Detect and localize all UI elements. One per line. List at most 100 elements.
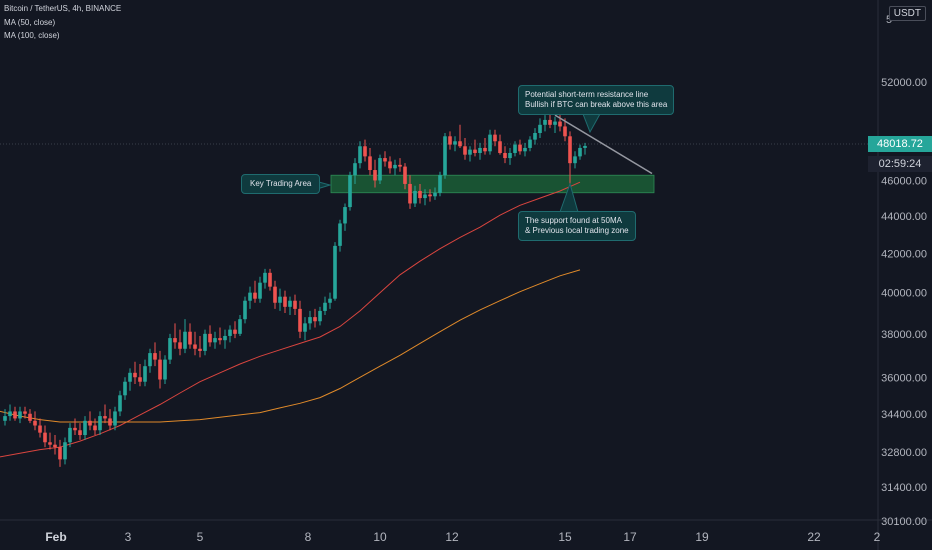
candle-body-up xyxy=(538,124,542,133)
time-tick-label: 15 xyxy=(558,530,572,544)
candle-body-down xyxy=(158,359,162,380)
candle-body-up xyxy=(318,310,322,322)
price-tick-label: 40000.00 xyxy=(881,288,927,300)
trendline-drawings xyxy=(303,113,653,213)
candle-body-down xyxy=(458,141,462,147)
candle-body-down xyxy=(23,411,27,414)
candle-body-down xyxy=(53,444,57,448)
price-tick-label: 38000.00 xyxy=(881,329,927,341)
candle-body-up xyxy=(478,147,482,153)
candle-body-down xyxy=(428,194,432,197)
candle-body-down xyxy=(188,331,192,345)
ma100-legend[interactable]: MA (100, close) xyxy=(4,31,60,40)
support-callout-line-2: & Previous local trading zone xyxy=(525,226,629,235)
candle-body-down xyxy=(403,166,407,184)
candle-body-down xyxy=(448,136,452,145)
time-tick-label: 3 xyxy=(125,530,132,544)
candle-body-down xyxy=(493,134,497,142)
candle-body-down xyxy=(253,292,257,299)
candle-body-up xyxy=(148,353,152,367)
candle-body-up xyxy=(128,372,132,382)
candle-body-down xyxy=(408,183,412,204)
candle-body-up xyxy=(113,411,117,426)
candle-body-up xyxy=(508,152,512,159)
time-tick-label: 19 xyxy=(695,530,709,544)
candle-body-up xyxy=(433,192,437,197)
candle-body-up xyxy=(578,147,582,157)
candle-body-down xyxy=(38,425,42,433)
candle-body-up xyxy=(163,359,167,380)
candle-body-down xyxy=(368,156,372,171)
price-tick-label: 52000.00 xyxy=(881,77,927,89)
candle-body-up xyxy=(288,300,292,307)
ma50-legend[interactable]: MA (50, close) xyxy=(4,18,56,27)
candle-body-down xyxy=(558,121,562,127)
candle-body-down xyxy=(563,126,567,137)
resistance-callout-line-2: Bullish if BTC can break above this area xyxy=(525,100,668,109)
candle-body-down xyxy=(103,416,107,419)
candle-body-up xyxy=(553,121,557,125)
price-tick-label: 30100.00 xyxy=(881,516,927,528)
candle-body-up xyxy=(278,296,282,303)
price-tick-label: 46000.00 xyxy=(881,175,927,187)
resistance-trendline xyxy=(554,114,653,175)
candle-body-up xyxy=(68,427,72,443)
candle-body-down xyxy=(398,164,402,167)
candle-body-up xyxy=(228,329,232,336)
candle-body-up xyxy=(308,317,312,324)
candle-body-up xyxy=(243,300,247,320)
moving-averages xyxy=(0,181,581,458)
resistance-callout-line-1: Potential short-term resistance line xyxy=(525,90,649,99)
price-tick-label: 42000.00 xyxy=(881,248,927,260)
candle-body-down xyxy=(58,447,62,460)
support-callout[interactable]: The support found at 50MA & Previous loc… xyxy=(518,211,636,241)
candle-body-up xyxy=(143,366,147,382)
candle-body-down xyxy=(363,146,367,157)
current-price-tag: 48018.72 xyxy=(868,136,932,152)
candle-body-up xyxy=(3,416,7,421)
time-tick-label: 12 xyxy=(445,530,459,544)
candle-body-down xyxy=(463,146,467,155)
candle-body-down xyxy=(138,377,142,382)
candle-body-down xyxy=(268,272,272,287)
candle-body-up xyxy=(333,245,337,299)
candle-body-up xyxy=(258,282,262,299)
candle-body-up xyxy=(528,139,532,148)
candle-body-up xyxy=(378,158,382,181)
key-area-callout[interactable]: Key Trading Area xyxy=(241,174,321,194)
candle-body-up xyxy=(248,292,252,301)
candle-body-up xyxy=(263,272,267,283)
candle-countdown-tag: 02:59:24 xyxy=(868,156,932,172)
candle-body-up xyxy=(583,145,587,148)
price-tick-label: 32800.00 xyxy=(881,447,927,459)
ma50-line xyxy=(0,181,581,458)
resistance-callout[interactable]: Potential short-term resistance line Bul… xyxy=(518,85,675,115)
candle-body-down xyxy=(73,427,77,431)
candle-body-up xyxy=(98,416,102,431)
price-axis[interactable]: 52000.00 46000.00 44000.00 42000.00 40000.00… xyxy=(881,14,927,528)
candle-body-down xyxy=(48,442,52,445)
candle-body-up xyxy=(468,149,472,155)
time-tick-label: 5 xyxy=(197,530,204,544)
price-tick-label: 31400.00 xyxy=(881,482,927,494)
candle-body-up xyxy=(223,335,227,341)
candle-body-up xyxy=(323,302,327,311)
candle-body-up xyxy=(338,223,342,246)
candle-body-down xyxy=(88,420,92,426)
symbol-legend[interactable]: Bitcoin / TetherUS, 4h, BINANCE xyxy=(4,4,122,13)
candle-body-down xyxy=(198,348,202,351)
candle-body-up xyxy=(438,175,442,193)
candle-body-up xyxy=(203,333,207,351)
candle-body-down xyxy=(193,344,197,349)
support-callout-pointer xyxy=(559,182,579,213)
candle-body-down xyxy=(13,411,17,419)
candle-body-down xyxy=(233,329,237,334)
candle-body-down xyxy=(293,300,297,309)
currency-unit-badge[interactable]: USDT xyxy=(888,6,926,21)
time-axis[interactable]: Feb 3 5 8 10 12 15 17 19 22 2 xyxy=(45,530,880,544)
candle-body-down xyxy=(483,147,487,152)
candle-body-down xyxy=(78,430,82,436)
price-tick-label: 44000.00 xyxy=(881,211,927,223)
candle-body-up xyxy=(8,411,12,417)
